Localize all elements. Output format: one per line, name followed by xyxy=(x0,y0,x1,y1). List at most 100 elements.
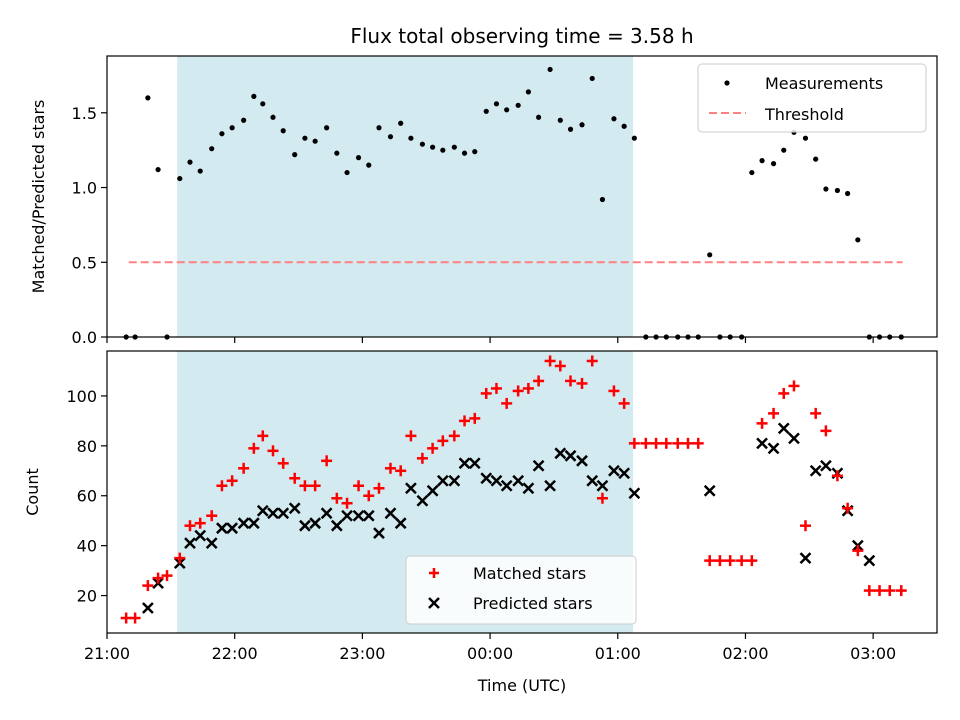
measurement-point xyxy=(366,162,372,168)
matched-star-point xyxy=(437,435,449,447)
bottom-xtick-label: 01:00 xyxy=(595,644,641,663)
predicted-star-point xyxy=(532,459,545,472)
matched-star-point xyxy=(756,417,768,429)
y-axis-bottom: 20 40 60 80 100 xyxy=(66,387,107,606)
legend-threshold-label: Threshold xyxy=(764,105,844,124)
measurement-point xyxy=(398,120,404,126)
matched-star-point xyxy=(788,380,800,392)
measurement-point xyxy=(241,117,247,123)
measurement-point xyxy=(280,128,286,134)
measurement-point xyxy=(749,169,755,176)
measurement-point xyxy=(324,125,330,131)
matched-stars-points xyxy=(120,355,907,624)
matched-star-point xyxy=(427,442,439,454)
predicted-star-point xyxy=(448,474,461,487)
measurement-point xyxy=(355,155,362,161)
matched-star-point xyxy=(363,490,375,502)
measurement-point xyxy=(631,135,637,141)
bottom-ytick-label: 60 xyxy=(77,487,97,506)
legend-predicted-marker xyxy=(428,597,440,609)
matched-star-point xyxy=(142,580,154,592)
measurement-point xyxy=(419,141,425,147)
x-axis-label: Time (UTC) xyxy=(477,676,566,695)
plot-frame-bottom xyxy=(106,350,938,634)
matched-star-point xyxy=(565,375,577,387)
matched-star-point xyxy=(226,475,238,487)
measurement-point xyxy=(599,196,606,203)
predicted-star-point xyxy=(205,537,218,550)
matched-star-point xyxy=(309,480,321,492)
top-ytick-label: 0.5 xyxy=(72,253,97,272)
matched-star-point xyxy=(842,502,854,514)
predicted-star-point xyxy=(512,474,525,487)
matched-star-point xyxy=(161,570,173,582)
bottom-xtick-label: 00:00 xyxy=(467,644,513,663)
measurement-point xyxy=(525,89,531,95)
chart-title: Flux total observing time = 3.58 h xyxy=(350,24,693,48)
bottom-xtick-label: 23:00 xyxy=(339,644,385,663)
measurement-point xyxy=(251,93,257,99)
predicted-star-point xyxy=(820,459,832,472)
matched-star-point xyxy=(257,430,269,442)
predicted-star-point xyxy=(799,552,812,565)
bottom-xtick-label: 02:00 xyxy=(722,644,768,663)
matched-star-point xyxy=(586,355,598,367)
measurement-point xyxy=(813,156,819,162)
matched-star-point xyxy=(129,612,141,624)
predicted-star-point xyxy=(394,517,407,530)
legend-top: Measurements Threshold xyxy=(697,63,927,133)
predicted-star-point xyxy=(468,457,481,470)
matched-star-point xyxy=(522,382,534,394)
predicted-star-point xyxy=(299,519,311,532)
bottom-panel: 20 40 60 80 100 21:00 22:00 23:00 00:00 01:00 02:… xyxy=(23,350,938,695)
measurement-point xyxy=(536,114,542,120)
measurement-point xyxy=(197,168,203,174)
matched-star-point xyxy=(206,510,218,522)
matched-star-point xyxy=(194,517,206,529)
matched-star-point xyxy=(799,520,811,532)
bottom-ytick-label: 40 xyxy=(77,537,97,556)
predicted-star-point xyxy=(576,454,588,467)
measurement-point xyxy=(472,149,478,155)
predicted-star-point xyxy=(416,494,429,507)
measurement-point xyxy=(187,159,193,165)
measurement-point xyxy=(461,150,468,156)
top-ytick-label: 0.0 xyxy=(72,328,97,347)
measurement-point xyxy=(334,150,340,156)
predicted-star-point xyxy=(426,484,439,497)
predicted-star-point xyxy=(362,509,375,522)
predicted-star-point xyxy=(628,487,641,500)
matched-star-point xyxy=(628,437,640,449)
measurement-point xyxy=(387,134,394,140)
matched-star-point xyxy=(820,425,832,437)
matched-star-point xyxy=(384,462,396,474)
top-panel: 0.0 0.5 1.0 1.5 Flux total observing time =… xyxy=(29,24,938,347)
predicted-star-point xyxy=(554,447,567,460)
measurement-point xyxy=(440,147,446,153)
measurement-point xyxy=(504,107,510,113)
matched-star-point xyxy=(554,360,566,372)
predicted-star-point xyxy=(341,509,353,522)
measurement-point xyxy=(493,101,500,107)
measurement-point xyxy=(155,166,161,173)
measurement-point xyxy=(344,169,350,176)
measurement-point xyxy=(302,135,308,141)
legend-measurements-marker xyxy=(724,80,730,86)
measurement-point xyxy=(781,147,787,153)
measurement-point xyxy=(589,75,595,82)
predicted-star-point xyxy=(863,554,876,567)
matched-star-point xyxy=(724,555,736,567)
matched-star-point xyxy=(884,585,896,597)
matched-star-point xyxy=(353,480,365,492)
bottom-xtick-label: 22:00 xyxy=(212,644,258,663)
matched-star-point xyxy=(650,437,662,449)
measurement-point xyxy=(823,186,829,192)
measurement-point xyxy=(845,190,851,197)
predicted-star-point xyxy=(777,422,790,435)
legend-top-box xyxy=(697,63,927,133)
predicted-star-point xyxy=(405,482,417,495)
matched-star-point xyxy=(863,585,875,597)
measurement-point xyxy=(209,146,215,152)
measurement-point xyxy=(855,237,861,243)
matched-star-point xyxy=(640,437,652,449)
